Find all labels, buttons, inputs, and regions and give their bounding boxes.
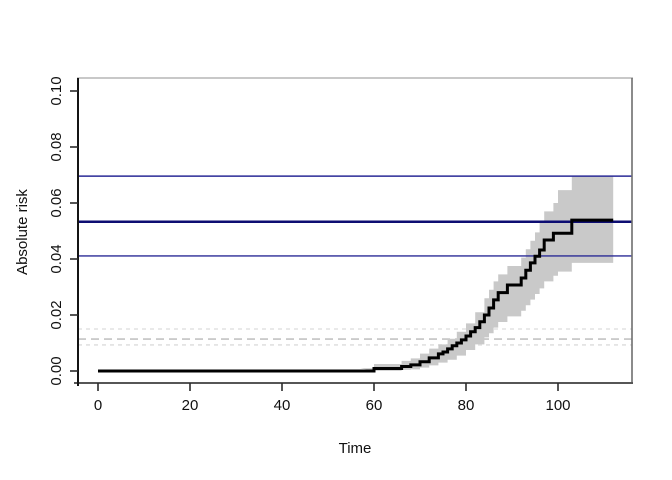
x-axis-tick-label: 20 <box>182 397 199 414</box>
y-axis-tick-label: 0.04 <box>48 244 65 273</box>
y-axis-tick-label: 0.08 <box>48 132 65 161</box>
y-axis-tick-label: 0.00 <box>48 356 65 385</box>
x-axis-tick-label: 40 <box>274 397 291 414</box>
y-axis-tick-label: 0.02 <box>48 300 65 329</box>
x-axis-tick-label: 60 <box>366 397 383 414</box>
y-axis-title: Absolute risk <box>14 189 31 275</box>
y-axis-tick-label: 0.06 <box>48 188 65 217</box>
absolute-risk-step-curve <box>98 218 614 373</box>
x-axis-title: Time <box>339 440 372 457</box>
x-axis-tick-label: 100 <box>545 397 570 414</box>
plot-generated-layers: 0 20 40 60 80 100 0.00 0.02 0.04 0.06 0.08 0.10 <box>48 76 633 414</box>
x-axis-tick-label: 0 <box>94 397 102 414</box>
x-axis-tick-label: 80 <box>458 397 475 414</box>
confidence-band <box>360 176 614 371</box>
y-axis-tick-label: 0.10 <box>48 76 65 105</box>
